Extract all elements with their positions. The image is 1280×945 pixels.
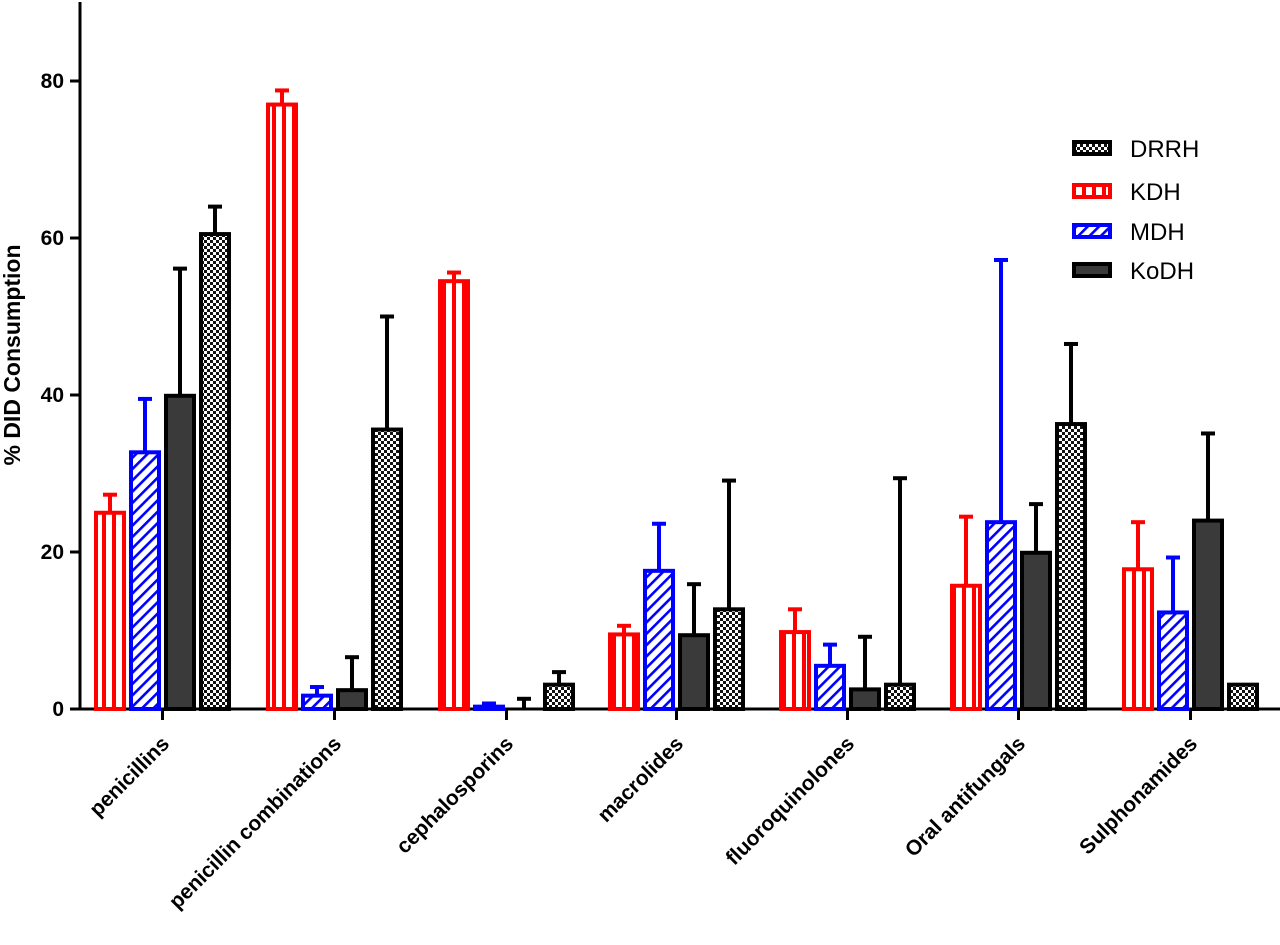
bar-kdh: [1122, 567, 1154, 712]
bar-mdh: [1157, 610, 1189, 712]
y-tick-label: 40: [41, 384, 64, 407]
bar-drrh: [199, 232, 231, 711]
legend-label-mdh: MDH: [1130, 219, 1185, 246]
bar-kdh: [94, 510, 126, 711]
y-tick-label: 20: [41, 541, 64, 564]
bar-kdh: [608, 632, 640, 711]
bar-kdh: [779, 630, 811, 712]
bar-kdh: [438, 279, 470, 711]
bar-kodh: [849, 687, 881, 711]
axes: [78, 2, 1280, 711]
legend-swatch-mdh: [1072, 223, 1112, 239]
category-label: Oral antifungals: [901, 732, 1030, 861]
bar-drrh: [371, 427, 403, 711]
x-ticks: [161, 709, 1192, 720]
bar-mdh: [814, 663, 846, 712]
bar-mdh: [129, 450, 161, 711]
bar-drrh: [1055, 422, 1087, 711]
legend-swatch-drrh: [1072, 140, 1112, 156]
y-tick-label: 80: [41, 70, 64, 93]
y-tick-label: 0: [52, 698, 64, 721]
category-label: Sulphonamides: [1075, 732, 1202, 859]
legend-swatch-kodh: [1072, 262, 1112, 278]
y-axis-title: % DID Consumption: [0, 244, 25, 465]
bar-mdh: [301, 693, 333, 712]
legend-label-kdh: KDH: [1130, 179, 1181, 206]
legend-label-kodh: KoDH: [1130, 258, 1194, 285]
bar-kdh: [950, 583, 982, 712]
y-ticks: 0 20 40 60 80: [41, 70, 80, 721]
category-label: fluoroquinolones: [722, 732, 860, 870]
bar-kdh: [266, 102, 298, 712]
legend-label-drrh: DRRH: [1130, 136, 1199, 163]
bar-drrh: [1227, 682, 1259, 711]
bar-mdh: [643, 568, 675, 712]
bar-kodh: [1192, 518, 1224, 711]
category-label: macrolides: [593, 732, 688, 827]
bar-mdh: [985, 520, 1017, 711]
bar-kodh: [164, 393, 196, 711]
category-label: penicillin combinations: [165, 732, 346, 913]
bar-kodh: [678, 633, 710, 712]
bar-kodh: [1020, 550, 1052, 711]
error-bars: [103, 88, 1215, 709]
category-label: penicillins: [85, 732, 174, 821]
bar-mdh: [473, 704, 505, 712]
bar-drrh: [884, 682, 916, 711]
y-tick-label: 60: [41, 227, 64, 250]
bar-kodh: [336, 688, 368, 711]
category-label: cephalosporins: [392, 732, 518, 858]
legend: DRRH KDH MDH KoDH: [1072, 136, 1199, 285]
legend-swatch-kdh: [1072, 183, 1112, 199]
bar-drrh: [543, 682, 575, 711]
bar-drrh: [713, 607, 745, 711]
